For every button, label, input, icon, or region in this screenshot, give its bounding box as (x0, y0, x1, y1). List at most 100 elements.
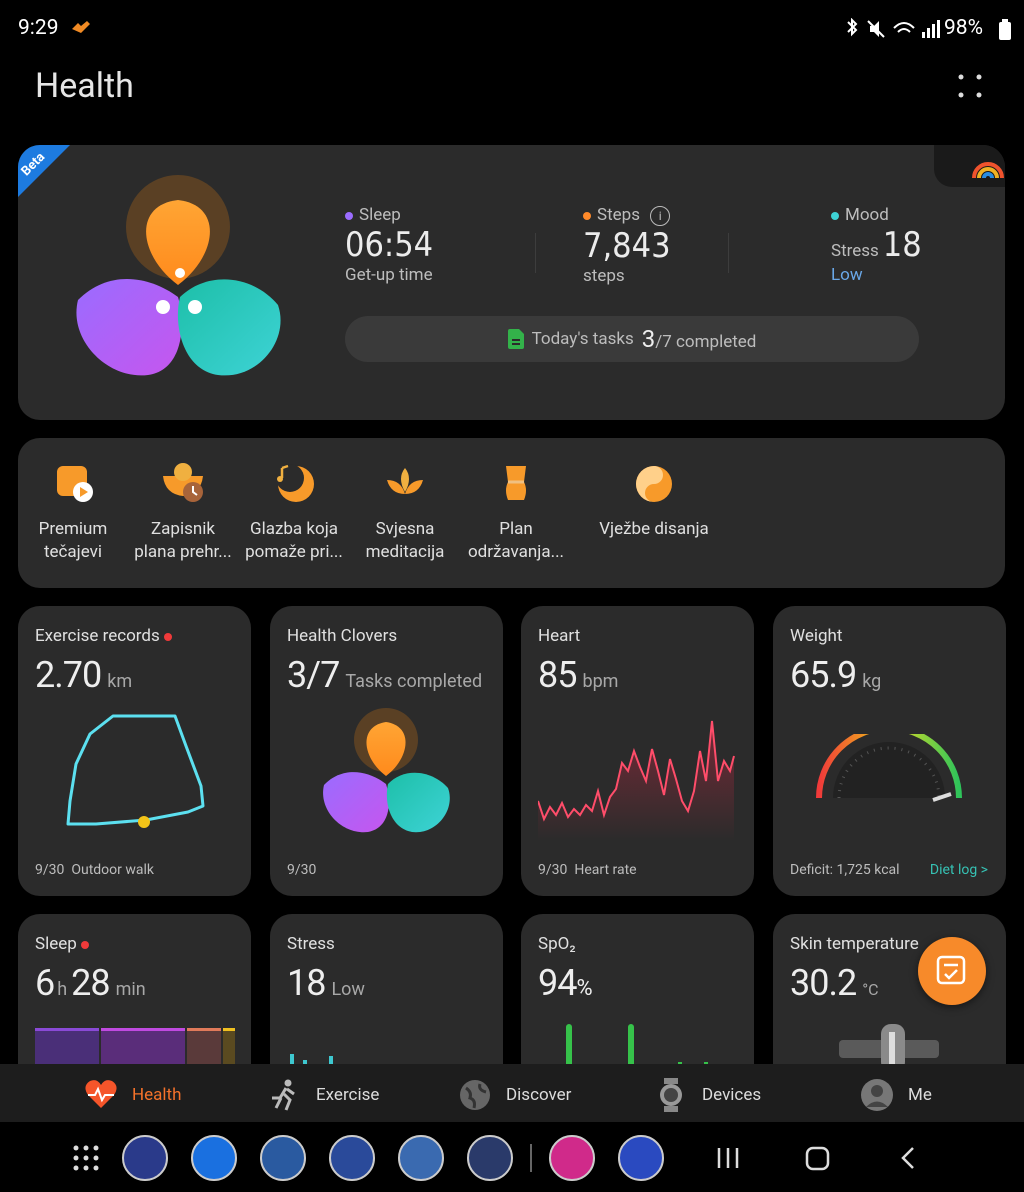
task-icon (507, 329, 524, 349)
shortcut-label: Zapisnik plana prehr... (134, 519, 232, 562)
divider (535, 233, 536, 273)
sleep-sub: Get-up time (345, 265, 433, 285)
system-dock (73, 1135, 914, 1181)
shortcut[interactable]: Glazba koja pomaže pri... (234, 462, 354, 564)
nav-label: Health (132, 1085, 182, 1105)
fab-icon (936, 955, 966, 985)
card-value: 65.9 (790, 654, 857, 696)
clover-graphic (76, 175, 281, 376)
heart-card[interactable]: Heart 85 bpm 9/30 Heart rate (521, 606, 754, 896)
mood-dot (831, 211, 839, 220)
tasks-pill[interactable]: Today's tasks 3/7 completed (345, 316, 919, 362)
card-date: 9/30 (538, 862, 568, 878)
card-unit: bpm (582, 671, 619, 692)
card-value: 3/7 (287, 654, 340, 696)
shortcut-icon (387, 468, 423, 494)
route-map (66, 714, 205, 828)
battery-icon (999, 19, 1011, 40)
tasks-label: Today's tasks (531, 329, 634, 349)
diet-log-link[interactable]: Diet log > (929, 862, 988, 878)
info-icon[interactable]: i (650, 205, 671, 226)
new-dot (81, 940, 90, 949)
summary-card[interactable]: Beta Sleep 06:54 Get-up time Steps i 7,8… (18, 145, 1005, 420)
clovers-card[interactable]: Health Clovers 3/7 Tasks completed 9/30 (270, 606, 503, 896)
card-unit: kg (862, 671, 882, 692)
card-caption: Heart rate (574, 862, 637, 878)
shortcut[interactable]: Plan održavanja... (456, 462, 576, 564)
card-unit: °C (862, 980, 879, 999)
card-title: Heart (538, 626, 581, 646)
nav-item[interactable]: Devices (654, 1078, 761, 1112)
shortcut-icon (57, 466, 93, 502)
shortcut-icon (163, 463, 203, 502)
mood-sub: Low (831, 265, 863, 285)
card-value: 2.70 (35, 654, 102, 696)
nav-icon (272, 1079, 295, 1111)
beta-ribbon (18, 145, 70, 197)
sleep-dot (345, 211, 353, 220)
tasks-rest: /7 completed (655, 332, 757, 352)
nav-item[interactable]: Exercise (268, 1078, 379, 1112)
shortcut-icon (506, 466, 526, 500)
sleep-value: 06:54 (345, 225, 434, 265)
sleep-stages (35, 1028, 235, 1068)
heart-sparkline (538, 720, 735, 841)
shortcut[interactable]: Svjesna meditacija (345, 462, 465, 564)
shortcut[interactable]: Premium tečajevi (13, 462, 133, 564)
card-title: Stress (287, 934, 335, 954)
shortcut[interactable]: Vježbe disanja (594, 462, 714, 541)
card-value: 85 (538, 654, 577, 696)
card-caption: Deficit: 1,725 kcal (790, 862, 900, 878)
card-value: 30.2 (790, 962, 857, 1004)
status-battery: 98% (944, 16, 983, 40)
sleep-hours-unit: h (57, 979, 68, 1000)
divider (728, 233, 729, 273)
shortcut-label: Glazba koja pomaže pri... (245, 519, 343, 562)
shortcut-icon (636, 466, 672, 502)
shortcut-label: Svjesna meditacija (365, 519, 445, 562)
status-icons (847, 18, 940, 38)
sleep-label: Sleep (359, 205, 401, 225)
card-value: 94 (538, 962, 577, 1004)
nav-icon (660, 1078, 682, 1112)
sleep-hours: 6 (35, 962, 55, 1004)
sleep-minutes-unit: min (115, 979, 146, 1000)
nav-item[interactable]: Discover (458, 1078, 571, 1112)
steps-sub: steps (583, 265, 625, 286)
rings-icon (972, 162, 1004, 179)
steps-value: 7,843 (583, 225, 671, 266)
shortcut-label: Premium tečajevi (38, 519, 108, 562)
card-value: 18 (287, 962, 326, 1004)
nav-item[interactable]: Health (84, 1078, 181, 1112)
card-date: 9/30 (35, 862, 65, 878)
nav-icon (460, 1080, 490, 1110)
weight-card[interactable]: Weight 65.9 kg Deficit: 1,725 kcal Diet l… (773, 606, 1006, 896)
mood-prefix: Stress (831, 241, 879, 261)
weight-gauge (816, 734, 962, 802)
mood-value: 18 (882, 225, 922, 265)
card-title: Sleep (35, 934, 77, 954)
bottom-nav (0, 1064, 1024, 1122)
shortcut[interactable]: Zapisnik plana prehr... (123, 462, 243, 564)
exercise-card[interactable]: Exercise records 2.70 km 9/30 Outdoor wal… (18, 606, 251, 896)
steps-dot (583, 211, 591, 220)
more-menu[interactable] (956, 72, 986, 102)
record-fab[interactable] (918, 937, 986, 1005)
card-title: Health Clovers (287, 626, 398, 646)
card-date: 9/30 (287, 862, 317, 878)
card-unit: % (576, 976, 593, 1001)
card-title: Exercise records (35, 626, 160, 646)
card-unit: Tasks completed (345, 671, 483, 692)
steps-summary: Steps i 7,843 steps (583, 205, 671, 286)
thermometer-graphic (839, 1024, 939, 1072)
nav-item[interactable]: Me (860, 1078, 932, 1112)
new-dot (163, 632, 172, 641)
rings-button[interactable] (934, 145, 1005, 187)
nav-label: Me (908, 1085, 932, 1105)
card-unit: Low (331, 979, 365, 1000)
steps-label: Steps (597, 205, 640, 225)
clover-graphic (323, 708, 450, 833)
page-title: Health (35, 66, 134, 106)
